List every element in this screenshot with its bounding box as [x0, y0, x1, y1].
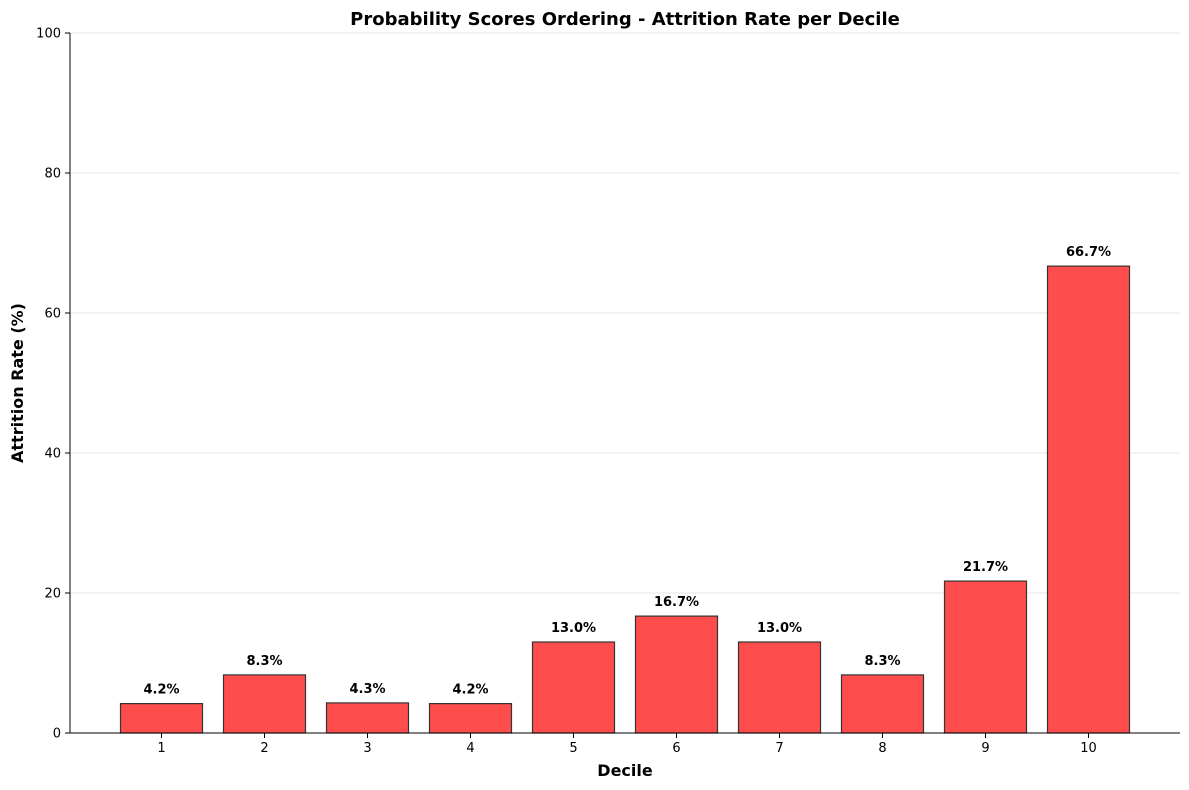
x-tick-label: 6: [672, 741, 680, 756]
x-tick-label: 7: [775, 741, 783, 756]
y-tick-label: 100: [36, 27, 61, 42]
x-tick-label: 3: [363, 741, 371, 756]
bar: [1046, 265, 1131, 734]
x-tick-label: 5: [569, 741, 577, 756]
data-label: 13.0%: [551, 621, 596, 636]
y-tick-label: 80: [44, 167, 61, 182]
x-tick-label: 9: [981, 741, 989, 756]
chart-title: Probability Scores Ordering - Attrition …: [350, 9, 900, 30]
data-label: 16.7%: [654, 595, 699, 610]
x-tick-label: 10: [1080, 741, 1097, 756]
x-axis-title: Decile: [597, 761, 653, 780]
bar: [428, 702, 513, 734]
bars: [119, 265, 1131, 734]
bar: [222, 674, 307, 734]
bar: [119, 702, 204, 734]
x-tick-label: 4: [466, 741, 474, 756]
data-label: 4.2%: [452, 683, 488, 698]
y-tick-label: 40: [44, 447, 61, 462]
bar: [531, 641, 616, 734]
bar: [840, 674, 925, 734]
bar: [325, 702, 410, 734]
x-tick-label: 2: [260, 741, 268, 756]
data-label: 4.3%: [349, 682, 385, 697]
bar: [943, 580, 1028, 734]
x-tick-label: 1: [157, 741, 165, 756]
data-labels: 4.2% 8.3% 4.3% 4.2% 13.0% 16.7% 13.0% 8.3% 21.7%…: [143, 245, 1111, 697]
bar: [634, 615, 719, 734]
data-label: 13.0%: [757, 621, 802, 636]
bar: [737, 641, 822, 734]
data-label: 66.7%: [1066, 245, 1111, 260]
data-label: 4.2%: [143, 683, 179, 698]
data-label: 8.3%: [864, 654, 900, 669]
x-tick-label: 8: [878, 741, 886, 756]
y-tick-label: 60: [44, 307, 61, 322]
axes: 0 20 40 60 80 100 1 2 3 4 5 6 7 8 9 10: [36, 27, 1180, 756]
y-axis-title: Attrition Rate (%): [8, 303, 27, 463]
data-label: 21.7%: [963, 560, 1008, 575]
y-tick-label: 0: [53, 727, 61, 742]
y-tick-label: 20: [44, 587, 61, 602]
gridlines: [70, 32, 1180, 594]
data-label: 8.3%: [246, 654, 282, 669]
